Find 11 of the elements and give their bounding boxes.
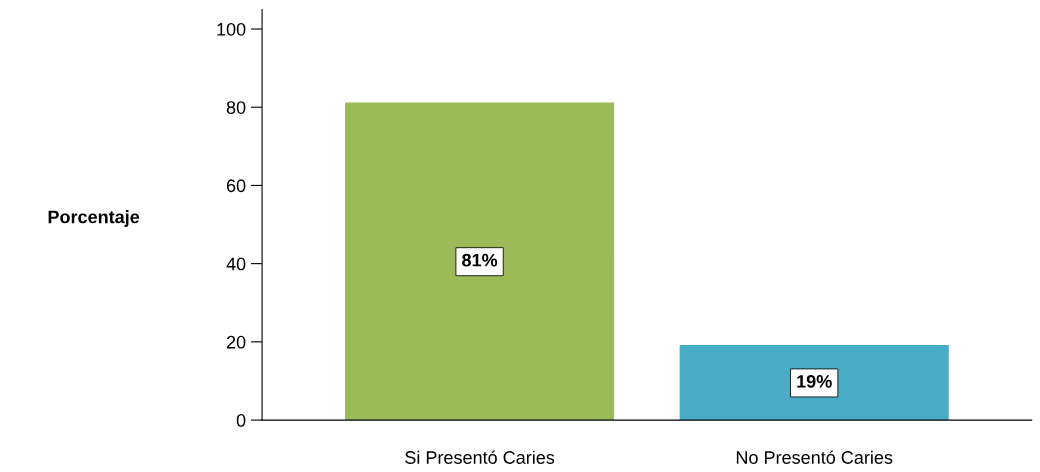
y-tick-label: 0: [236, 414, 246, 427]
y-tick-label: 80: [226, 101, 246, 114]
data-label: 19%: [797, 374, 832, 388]
data-label: 81%: [462, 253, 498, 267]
y-tick-label: 40: [226, 257, 246, 271]
y-tick-label: 20: [226, 335, 246, 349]
y-axis-title: Porcentaje: [48, 210, 140, 227]
x-tick-label: No Presentó Caries: [736, 450, 893, 464]
x-tick-label: Si Presentó Caries: [405, 450, 555, 464]
y-tick-label: 60: [226, 179, 246, 193]
y-tick-label: 100: [217, 22, 246, 36]
